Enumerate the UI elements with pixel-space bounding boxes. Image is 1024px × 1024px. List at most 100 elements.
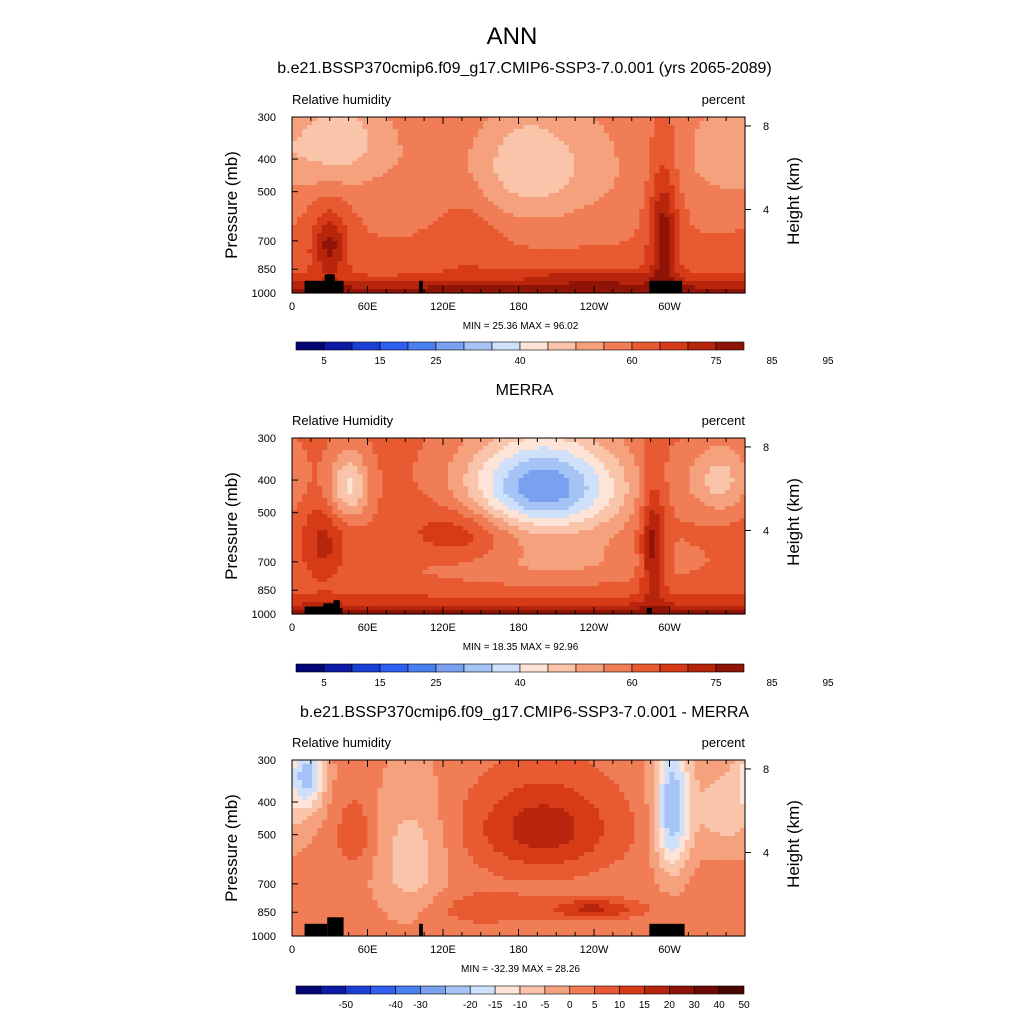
field-cell bbox=[639, 193, 645, 198]
field-cell bbox=[427, 241, 434, 246]
field-cell bbox=[387, 153, 394, 158]
field-cell bbox=[694, 285, 701, 290]
field-cell bbox=[704, 129, 711, 134]
field-cell bbox=[649, 177, 655, 182]
field-cell bbox=[699, 265, 706, 270]
field-cell bbox=[362, 145, 369, 150]
field-cell bbox=[367, 173, 374, 178]
field-cell bbox=[357, 602, 364, 607]
field-cell bbox=[312, 574, 318, 579]
field-cell bbox=[367, 229, 374, 234]
field-cell bbox=[599, 225, 605, 230]
field-cell bbox=[694, 157, 701, 162]
field-cell bbox=[654, 261, 661, 266]
field-cell bbox=[387, 245, 394, 250]
field-cell bbox=[468, 213, 474, 218]
field-cell bbox=[543, 153, 550, 158]
field-cell bbox=[699, 253, 706, 258]
field-cell bbox=[342, 546, 348, 551]
field-cell bbox=[689, 161, 696, 166]
field-cell bbox=[448, 261, 454, 266]
field-cell bbox=[332, 542, 338, 547]
field-cell bbox=[458, 141, 464, 146]
field-cell bbox=[362, 450, 369, 455]
field-cell bbox=[739, 137, 746, 142]
field-cell bbox=[508, 237, 515, 242]
field-cell bbox=[437, 141, 444, 146]
field-cell bbox=[478, 201, 484, 206]
field-cell bbox=[639, 129, 645, 134]
field-cell bbox=[342, 566, 348, 571]
field-cell bbox=[503, 177, 510, 182]
field-cell bbox=[382, 157, 389, 162]
field-cell bbox=[317, 133, 323, 138]
field-cell bbox=[538, 261, 545, 266]
field-cell bbox=[342, 253, 348, 258]
field-cell bbox=[709, 117, 716, 122]
field-cell bbox=[493, 249, 499, 254]
field-cell bbox=[322, 221, 328, 226]
field-cell bbox=[483, 201, 489, 206]
field-cell bbox=[513, 121, 520, 126]
field-cell bbox=[362, 462, 369, 467]
field-cell bbox=[422, 165, 429, 170]
field-cell bbox=[568, 273, 575, 278]
field-cell bbox=[307, 141, 313, 146]
field-cell bbox=[478, 177, 484, 182]
field-cell bbox=[443, 237, 449, 242]
field-cell bbox=[453, 277, 459, 282]
field-cell bbox=[317, 157, 323, 162]
field-cell bbox=[518, 241, 525, 246]
field-cell bbox=[367, 129, 374, 134]
field-cell bbox=[458, 117, 464, 122]
field-cell bbox=[734, 201, 741, 206]
field-cell bbox=[443, 229, 449, 234]
field-cell bbox=[327, 498, 333, 503]
field-cell bbox=[458, 165, 464, 170]
field-cell bbox=[563, 217, 570, 222]
field-cell bbox=[498, 241, 504, 246]
field-cell bbox=[724, 133, 731, 138]
field-cell bbox=[327, 458, 333, 463]
field-cell bbox=[407, 217, 414, 222]
field-cell bbox=[649, 181, 655, 186]
field-cell bbox=[453, 281, 459, 286]
field-cell bbox=[352, 141, 359, 146]
field-cell bbox=[478, 185, 484, 190]
field-cell bbox=[367, 273, 374, 278]
field-cell bbox=[719, 181, 726, 186]
field-cell bbox=[337, 510, 343, 515]
topography-mask bbox=[419, 280, 423, 293]
field-cell bbox=[417, 181, 424, 186]
field-cell bbox=[302, 137, 308, 142]
field-cell bbox=[664, 181, 671, 186]
field-cell bbox=[503, 149, 510, 154]
field-cell bbox=[402, 177, 409, 182]
field-cell bbox=[604, 149, 610, 154]
field-cell bbox=[367, 538, 374, 543]
field-cell bbox=[478, 285, 484, 290]
field-cell bbox=[639, 181, 645, 186]
field-cell bbox=[473, 181, 479, 186]
field-cell bbox=[372, 554, 379, 559]
field-cell bbox=[578, 133, 585, 138]
field-cell bbox=[594, 277, 600, 282]
field-cell bbox=[599, 201, 605, 206]
field-cell bbox=[362, 466, 369, 471]
field-cell bbox=[372, 510, 379, 515]
field-cell bbox=[583, 257, 590, 262]
field-cell bbox=[669, 145, 676, 150]
field-cell bbox=[307, 602, 313, 607]
field-cell bbox=[604, 277, 610, 282]
field-cell bbox=[352, 161, 359, 166]
field-cell bbox=[563, 273, 570, 278]
field-cell bbox=[573, 169, 580, 174]
field-cell bbox=[644, 277, 650, 282]
field-cell bbox=[302, 173, 308, 178]
field-cell bbox=[367, 470, 374, 475]
field-cell bbox=[719, 149, 726, 154]
field-cell bbox=[347, 289, 353, 294]
field-cell bbox=[322, 125, 328, 130]
field-cell bbox=[352, 566, 359, 571]
field-cell bbox=[367, 249, 374, 254]
